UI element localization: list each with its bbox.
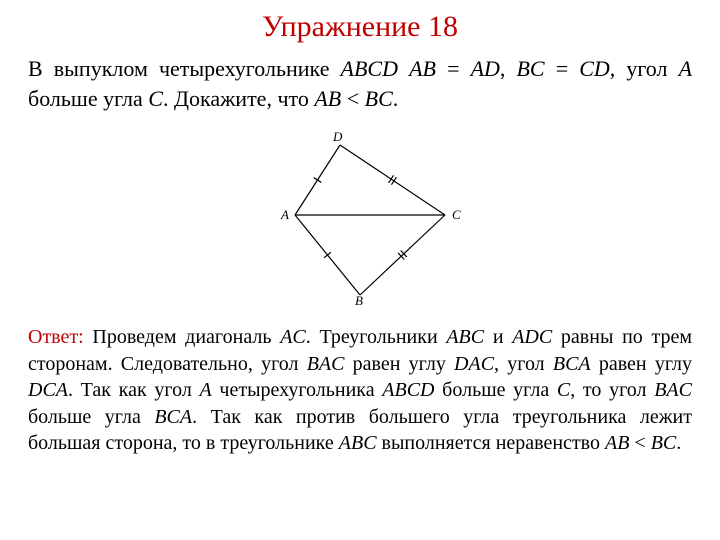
text: . Докажите, что (163, 86, 314, 111)
text: больше угла (435, 379, 557, 401)
var-dac: DAC (454, 353, 494, 375)
var-ab2: AB (314, 86, 341, 111)
var-abcd: ABCD (382, 379, 434, 401)
eq: = (545, 56, 580, 81)
answer-label: Ответ: (28, 326, 84, 348)
exercise-title: Упражнение 18 (28, 10, 692, 44)
text: Проведем диагональ (84, 326, 281, 348)
diagram-container: A D C B (28, 125, 692, 310)
var-ac: AC (280, 326, 306, 348)
dot: . (676, 432, 681, 454)
answer-paragraph: Ответ: Проведем диагональ AC. Треугольни… (28, 324, 692, 456)
problem-text: В выпуклом четырехугольнике (28, 56, 341, 81)
text: больше угла (28, 406, 154, 428)
var-dca: DCA (28, 379, 68, 401)
text: выполняется неравенство (377, 432, 605, 454)
text: . Так как угол (68, 379, 199, 401)
var-bc: BC (516, 56, 544, 81)
var-ab: AB (409, 56, 436, 81)
var-a: A (679, 56, 692, 81)
space (398, 56, 409, 81)
var-cd: CD (579, 56, 610, 81)
text: равен углу (591, 353, 692, 375)
text: и (484, 326, 512, 348)
var-c: C (148, 86, 163, 111)
text: . Треугольники (306, 326, 447, 348)
var-adc: ADC (512, 326, 552, 348)
eq: = (436, 56, 471, 81)
text: больше угла (28, 86, 148, 111)
var-abcd: ABCD (341, 56, 398, 81)
var-bc: BC (651, 432, 677, 454)
var-bca2: BCA (154, 406, 192, 428)
var-bac2: BAC (654, 379, 692, 401)
var-abc: ABC (446, 326, 484, 348)
var-ad: AD (471, 56, 500, 81)
var-c: C (557, 379, 570, 401)
problem-statement: В выпуклом четырехугольнике ABCD AB = AD… (28, 54, 692, 113)
svg-text:D: D (332, 129, 343, 144)
text: , угол (610, 56, 679, 81)
geometry-diagram: A D C B (245, 125, 475, 305)
text: , угол (494, 353, 553, 375)
text: равен углу (344, 353, 454, 375)
dot: . (393, 86, 399, 111)
text: , то угол (570, 379, 654, 401)
svg-text:A: A (280, 207, 289, 222)
var-a: A (199, 379, 211, 401)
var-bca: BCA (553, 353, 591, 375)
text: четырехугольника (212, 379, 383, 401)
svg-text:C: C (452, 207, 461, 222)
var-bc2: BC (365, 86, 393, 111)
var-abc2: ABC (339, 432, 377, 454)
svg-text:B: B (355, 293, 363, 305)
comma: , (500, 56, 517, 81)
lt: < (629, 432, 650, 454)
var-bac: BAC (307, 353, 345, 375)
var-ab: AB (605, 432, 629, 454)
lt: < (341, 86, 364, 111)
